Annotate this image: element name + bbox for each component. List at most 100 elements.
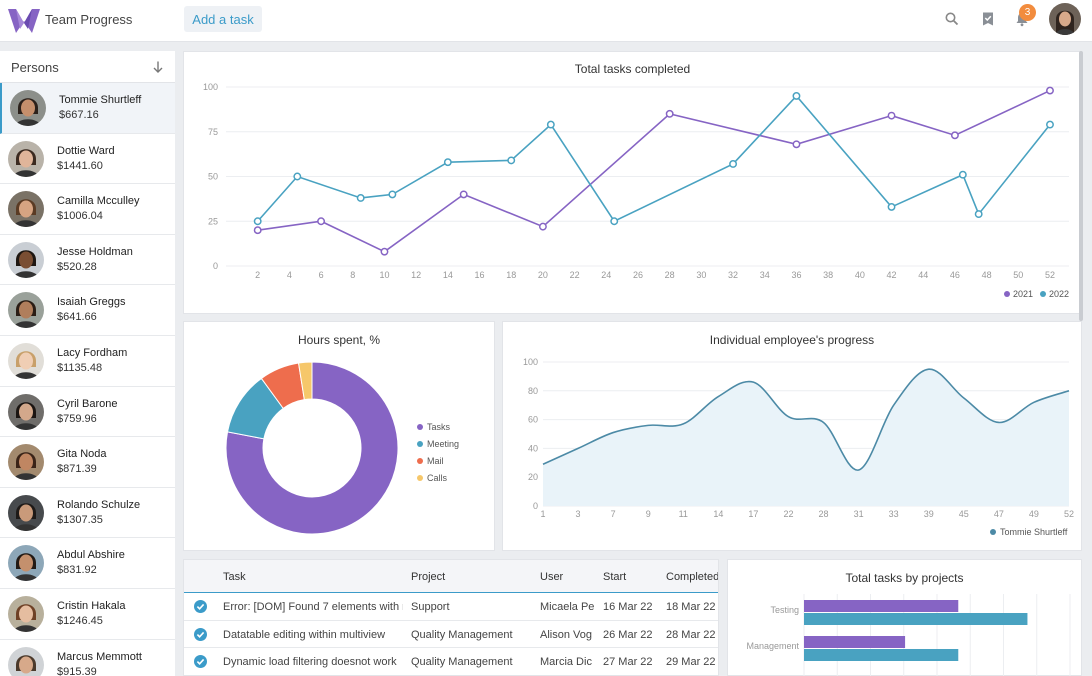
x-tick-label: 46 (950, 270, 960, 280)
data-point (610, 217, 619, 226)
legend-marker (417, 424, 423, 430)
x-tick-label: 36 (791, 270, 801, 280)
x-tick-label: 26 (633, 270, 643, 280)
person-item[interactable]: Isaiah Greggs $641.66 (0, 285, 175, 336)
data-point (887, 111, 896, 120)
tasks-table: Task Project User Start Completed Error:… (183, 559, 719, 676)
data-point (388, 190, 397, 199)
person-name: Camilla Mcculley (57, 195, 140, 208)
person-avatar (8, 494, 44, 531)
table-row[interactable]: Error: [DOM] Found 7 elements with non-u… (184, 593, 718, 621)
person-name: Jesse Holdman (57, 245, 133, 258)
x-tick-label: 28 (665, 270, 675, 280)
x-tick-label: 6 (319, 270, 324, 280)
y-tick-label: 0 (533, 501, 538, 511)
completed-check-icon[interactable] (194, 600, 207, 613)
pie-slice-tasks (225, 361, 399, 535)
person-item[interactable]: Abdul Abshire $831.92 (0, 538, 175, 589)
hours-spent-donut-chart: Tasks Meeting Mail Calls (225, 361, 459, 535)
person-item[interactable]: Camilla Mcculley $1006.04 (0, 184, 175, 235)
data-point (792, 92, 801, 100)
task-check-icon[interactable] (980, 11, 996, 27)
person-item[interactable]: Dottie Ward $1441.60 (0, 134, 175, 185)
start-cell: 16 Mar 22 (603, 601, 653, 613)
project-cell: Quality Management (411, 628, 513, 641)
x-tick-label: 1 (540, 509, 545, 519)
column-header-user[interactable]: User (540, 571, 564, 583)
series-line-2022 (257, 94, 1051, 223)
add-task-button[interactable]: Add a task (184, 6, 262, 32)
data-point (293, 172, 302, 181)
tasks-by-projects-chart-card: Total tasks by projects Testing Managemen… (727, 559, 1082, 676)
person-avatar (8, 292, 44, 329)
tasks-by-projects-bar-chart: Testing Management (746, 594, 1071, 676)
x-tick-label: 8 (350, 270, 355, 280)
chart-title: Hours spent, % (297, 333, 381, 347)
task-cell: Error: [DOM] Found 7 elements with non-u… (223, 601, 403, 613)
y-tick-label: 50 (208, 172, 218, 182)
table-row[interactable]: Dynamic load filtering doesnot work Quali… (184, 648, 718, 675)
person-name: Isaiah Greggs (57, 296, 126, 309)
data-point (950, 131, 959, 140)
legend-label: Mail (427, 456, 444, 466)
column-header-task[interactable]: Task (223, 571, 246, 583)
employee-progress-chart-card: Individual employee's progress 0 20 40 60 80… (502, 321, 1082, 551)
x-tick-label: 2 (255, 270, 260, 280)
person-amount: $641.66 (57, 311, 97, 324)
x-tick-label: 10 (379, 270, 389, 280)
legend-label: Tommie Shurtleff (1000, 527, 1068, 537)
data-point (253, 226, 262, 235)
person-name: Lacy Fordham (57, 346, 128, 359)
x-tick-label: 24 (601, 270, 611, 280)
person-item[interactable]: Cristin Hakala $1246.45 (0, 589, 175, 640)
series-line-2021 (257, 89, 1051, 253)
legend-label: Meeting (427, 439, 459, 449)
task-cell: Datatable editing within multiview (223, 628, 386, 641)
person-avatar (8, 191, 44, 228)
user-cell: Alison Vog (540, 628, 592, 641)
person-avatar (8, 393, 44, 430)
data-point (665, 109, 674, 118)
table-row[interactable]: Datatable editing within multiview Qualit… (184, 621, 718, 648)
x-tick-label: 45 (959, 509, 969, 519)
legend-marker (1004, 291, 1010, 297)
user-avatar[interactable] (1049, 3, 1081, 35)
completed-check-icon[interactable] (194, 627, 207, 641)
x-tick-label: 49 (1029, 509, 1039, 519)
bar-2021 (804, 600, 959, 612)
person-item[interactable]: Tommie Shurtleff $667.16 (0, 83, 175, 134)
search-icon[interactable] (944, 11, 960, 27)
column-header-completed[interactable]: Completed (666, 571, 719, 583)
x-tick-label: 12 (411, 270, 421, 280)
person-avatar (8, 140, 44, 177)
legend-label: Tasks (427, 422, 451, 432)
category-label: Management (746, 641, 799, 651)
x-tick-label: 38 (823, 270, 833, 280)
person-avatar (10, 90, 46, 126)
person-item[interactable]: Cyril Barone $759.96 (0, 387, 175, 438)
column-header-start[interactable]: Start (603, 571, 627, 583)
x-tick-label: 52 (1064, 509, 1074, 519)
bar-2022 (804, 613, 1028, 625)
data-point (1046, 86, 1054, 95)
person-item[interactable]: Jesse Holdman $520.28 (0, 235, 175, 286)
sort-down-icon[interactable] (151, 60, 165, 74)
person-amount: $759.96 (57, 412, 97, 425)
person-item[interactable]: Rolando Schulze $1307.35 (0, 488, 175, 539)
person-amount: $1135.48 (57, 361, 103, 374)
employee-progress-area-chart: 0 20 40 60 80 100 1 3 7 9 11 14 17 22 28 31 33 39 45 47 49 52… (523, 357, 1074, 537)
main-scrollbar[interactable] (1079, 51, 1083, 321)
project-cell: Quality Management (411, 656, 513, 668)
x-tick-label: 32 (728, 270, 738, 280)
person-item[interactable]: Lacy Fordham $1135.48 (0, 336, 175, 387)
completed-check-icon[interactable] (194, 655, 207, 668)
person-item[interactable]: Marcus Memmott $915.39 (0, 640, 175, 676)
app-title: Team Progress (45, 12, 133, 27)
legend-marker (990, 529, 996, 535)
area-line (542, 368, 1070, 471)
person-item[interactable]: Gita Noda $871.39 (0, 437, 175, 488)
person-name: Cyril Barone (57, 397, 118, 410)
person-name: Gita Noda (57, 448, 107, 461)
column-header-project[interactable]: Project (411, 571, 446, 583)
